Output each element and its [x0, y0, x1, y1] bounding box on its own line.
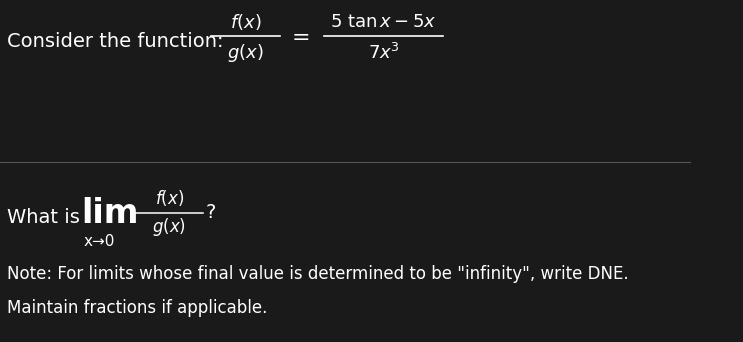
Text: $g(x)$: $g(x)$ — [227, 42, 264, 64]
Text: $g(x)$: $g(x)$ — [152, 216, 186, 238]
Text: $f(x)$: $f(x)$ — [230, 12, 262, 32]
Text: $f(x)$: $f(x)$ — [155, 188, 184, 208]
Text: What is: What is — [7, 208, 80, 227]
Text: Maintain fractions if applicable.: Maintain fractions if applicable. — [7, 299, 267, 317]
Text: =: = — [291, 28, 310, 48]
Text: Consider the function:: Consider the function: — [7, 31, 224, 51]
Text: ?: ? — [206, 203, 216, 222]
Text: $5\ \tan x-5x$: $5\ \tan x-5x$ — [331, 13, 437, 31]
Text: Note: For limits whose final value is determined to be "infinity", write DNE.: Note: For limits whose final value is de… — [7, 265, 629, 282]
Text: lim: lim — [82, 197, 139, 230]
Text: $7x^3$: $7x^3$ — [368, 43, 400, 63]
Text: x→0: x→0 — [84, 234, 115, 249]
